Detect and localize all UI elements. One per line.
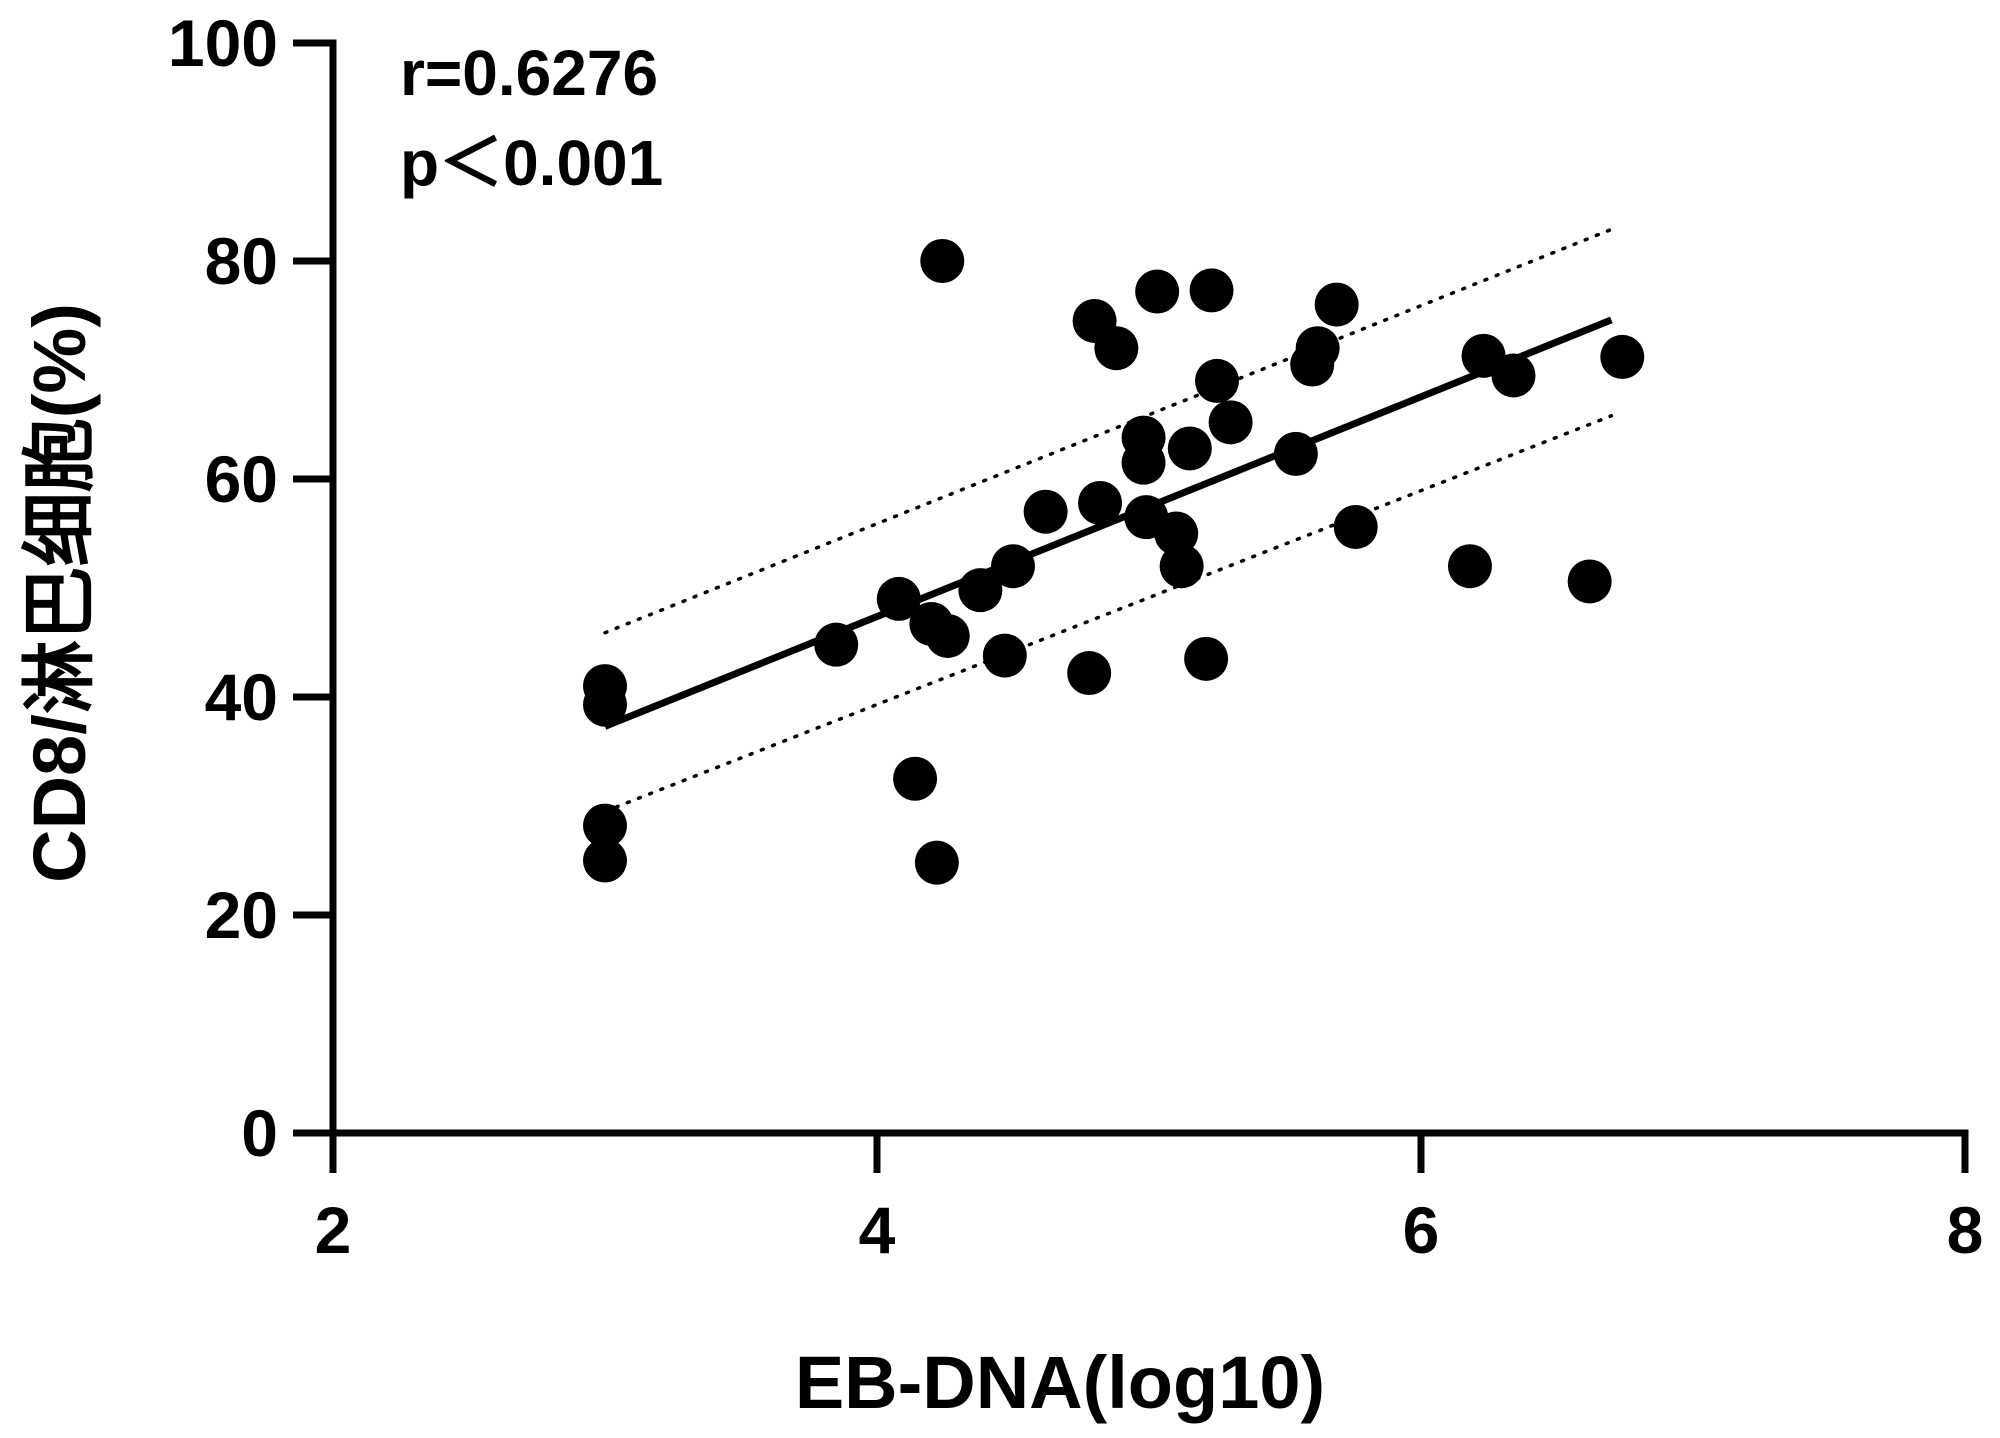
y-tick-label: 40 — [205, 660, 278, 734]
ci-lower-line — [603, 414, 1614, 814]
x-tick-label: 8 — [1947, 1193, 1984, 1267]
data-point — [1600, 334, 1645, 379]
data-point — [893, 756, 938, 801]
data-point — [1078, 480, 1123, 525]
data-point — [1121, 440, 1166, 485]
x-tick-label: 2 — [315, 1193, 352, 1267]
data-point — [1189, 268, 1234, 313]
text-labels: r=0.6276 p＜0.001 EB-DNA(log10) CD8/淋巴细胞(… — [18, 37, 1325, 1424]
data-point — [583, 838, 627, 883]
data-point — [920, 239, 965, 283]
data-point — [814, 622, 859, 667]
ci-upper-line — [603, 227, 1614, 635]
y-tick-label: 0 — [241, 1096, 278, 1170]
data-point — [1184, 636, 1229, 681]
data-point — [1023, 489, 1068, 534]
data-point — [1135, 269, 1180, 314]
confidence-bands — [603, 227, 1614, 814]
data-point — [1273, 431, 1318, 476]
data-point — [583, 682, 627, 727]
data-point — [914, 840, 959, 885]
data-points — [583, 239, 1645, 885]
data-point — [583, 803, 627, 848]
data-point — [1154, 511, 1199, 556]
data-point — [958, 568, 1003, 613]
data-point — [982, 633, 1027, 678]
data-point — [1094, 326, 1139, 371]
data-point — [1167, 426, 1212, 471]
x-axis-title: EB-DNA(log10) — [795, 1341, 1325, 1424]
data-point — [1195, 358, 1239, 403]
data-point — [1333, 504, 1378, 549]
y-tick-label: 80 — [205, 224, 278, 298]
data-point — [1447, 544, 1492, 589]
y-tick-label: 60 — [205, 442, 278, 516]
data-point — [1067, 651, 1112, 696]
data-point — [991, 544, 1035, 589]
y-tick-label: 100 — [168, 6, 278, 80]
x-tick-label: 6 — [1403, 1193, 1440, 1267]
data-point — [1159, 544, 1204, 589]
r-value-annotation: r=0.6276 — [400, 37, 658, 109]
data-point — [1314, 282, 1359, 327]
y-axis-title: CD8/淋巴细胞(%) — [18, 303, 101, 883]
data-point — [1567, 559, 1612, 604]
x-tick-label: 4 — [859, 1193, 896, 1267]
data-point — [876, 576, 921, 621]
data-point — [925, 613, 970, 658]
p-value-annotation: p＜0.001 — [400, 127, 663, 199]
data-point — [1208, 400, 1253, 445]
axes: 0 20 40 60 80 100 2 4 6 8 — [168, 6, 1983, 1267]
data-point — [1491, 353, 1536, 398]
data-point — [1295, 326, 1340, 371]
y-tick-label: 20 — [205, 878, 278, 952]
